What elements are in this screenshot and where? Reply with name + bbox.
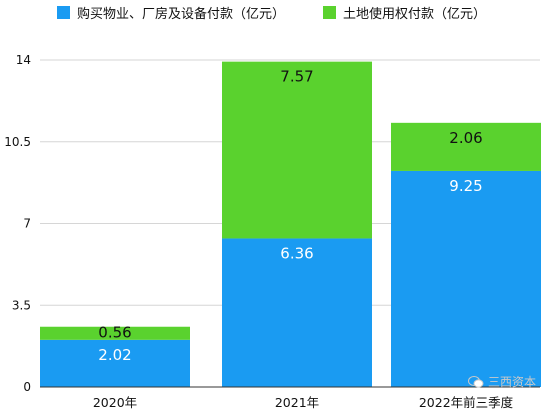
- legend-swatch-series-1: [57, 5, 70, 19]
- legend-item-series-1: 购买物业、厂房及设备付款（亿元）: [57, 2, 285, 22]
- legend-item-series-2: 土地使用权付款（亿元）: [323, 2, 486, 22]
- data-label: 9.25: [449, 177, 482, 195]
- data-label: 0.56: [98, 324, 131, 342]
- data-label: 2.02: [98, 346, 131, 364]
- x-tick-label: 2022年前三季度: [419, 395, 514, 410]
- y-tick-label: 10.5: [4, 135, 31, 149]
- y-tick-label: 14: [16, 53, 31, 67]
- x-tick-label: 2020年: [93, 395, 137, 410]
- wechat-logo-icon: [467, 375, 484, 388]
- bar-segment: [222, 238, 372, 387]
- watermark-text: 三西资本: [487, 375, 536, 389]
- x-tick-label: 2021年: [275, 395, 319, 410]
- data-label: 7.57: [280, 68, 313, 86]
- bar-segment: [391, 170, 541, 387]
- data-label: 2.06: [449, 129, 482, 147]
- axes: 0 3.5 7 10.5 14 2020年 2021年 2022年前三季度: [4, 53, 540, 410]
- legend-label-series-2: 土地使用权付款（亿元）: [343, 6, 487, 22]
- y-tick-label: 0: [23, 380, 31, 394]
- legend-label-series-1: 购买物业、厂房及设备付款（亿元）: [77, 6, 286, 22]
- legend-swatch-series-2: [323, 5, 336, 19]
- y-tick-label: 7: [23, 217, 31, 231]
- bars: 2.02 0.56 6.36 7.57 9.25 2.06: [40, 61, 541, 387]
- bar-segment: [391, 122, 541, 171]
- data-label: 6.36: [280, 244, 313, 262]
- bar-segment: [40, 339, 190, 387]
- y-tick-label: 3.5: [12, 298, 31, 312]
- watermark: 三西资本: [467, 373, 536, 390]
- bar-segment: [222, 61, 372, 239]
- bar-segment: [40, 326, 190, 340]
